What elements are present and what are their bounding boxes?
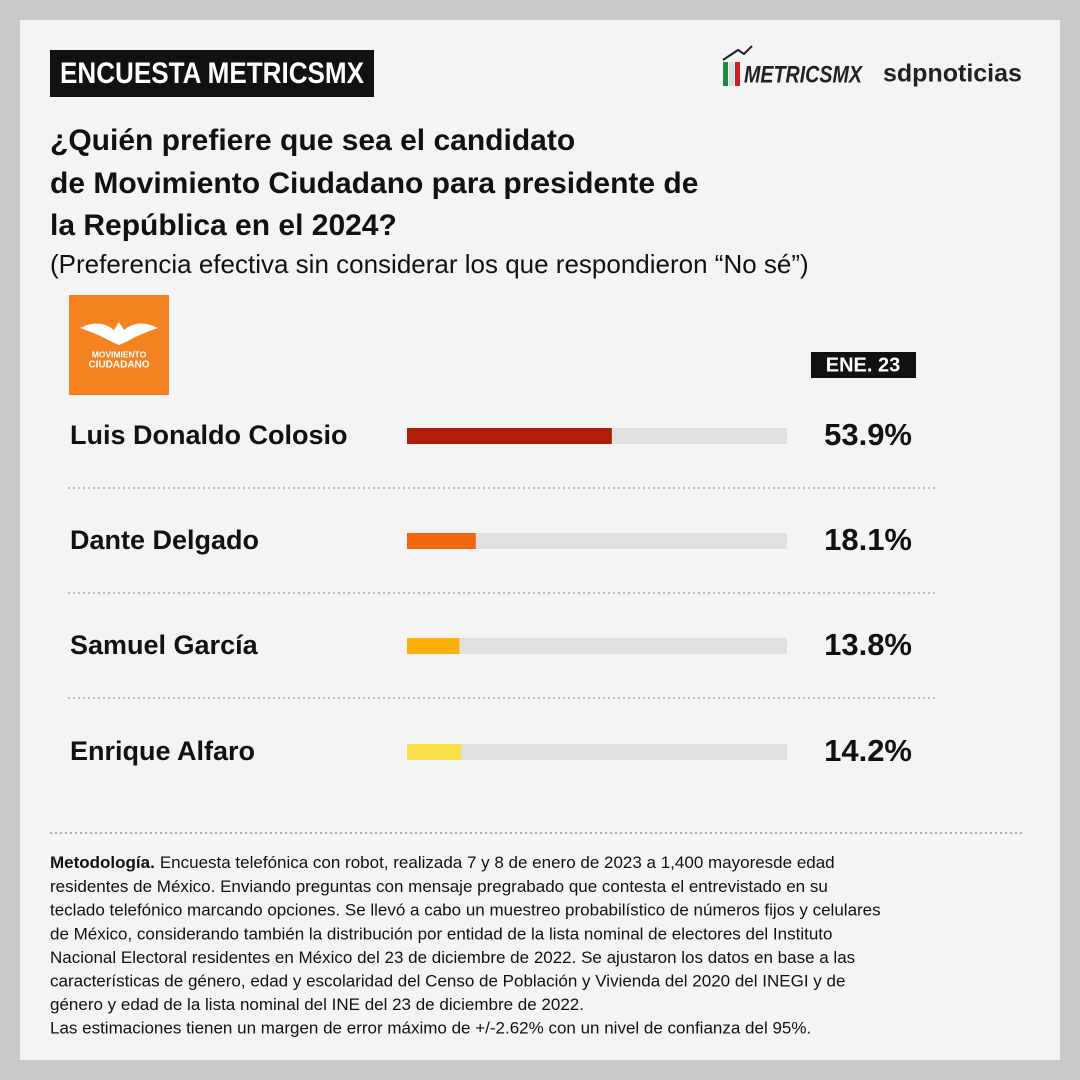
title-line: la República en el 2024? <box>50 209 397 242</box>
value-label: 13.8% <box>824 627 912 662</box>
category-label: Enrique Alfaro <box>70 736 255 766</box>
category-label: Samuel García <box>70 630 259 660</box>
value-label: 18.1% <box>824 522 912 557</box>
methodology-line: género y edad de la lista nominal del IN… <box>50 995 584 1014</box>
title-line: ¿Quién prefiere que sea el candidato <box>50 124 575 157</box>
logo-arrow <box>722 45 753 61</box>
party-logo-text: MOVIMIENTO <box>92 349 147 359</box>
bar <box>407 638 460 654</box>
chart-rows: Luis Donaldo Colosio 53.9% Dante Delgado 18… <box>68 417 936 768</box>
party-logo-eagle <box>80 322 158 345</box>
methodology: Metodología. Encuesta telefónica con robo… <box>50 853 881 1037</box>
methodology-line: Metodología. Encuesta telefónica con robo… <box>50 853 835 872</box>
methodology-line: teclado telefónico marcando opciones. Se… <box>50 901 881 920</box>
methodology-line: Las estimaciones tienen un margen de err… <box>50 1019 811 1038</box>
bar-track <box>407 744 787 760</box>
logo-stripe <box>723 62 728 86</box>
party-logo-text: CIUDADANO <box>88 360 149 371</box>
methodology-line: características de género, edad y escola… <box>50 971 845 990</box>
methodology-line: residentes de México. Enviando preguntas… <box>50 877 828 896</box>
bar-track <box>407 533 787 549</box>
bar <box>407 533 476 549</box>
logo-text: METRICSMX <box>744 61 864 88</box>
period-label: ENE. 23 <box>826 354 900 376</box>
title-line: de Movimiento Ciudadano para presidente … <box>50 167 698 200</box>
bar <box>407 428 612 444</box>
category-label: Luis Donaldo Colosio <box>70 420 348 450</box>
methodology-heading: Metodología. <box>50 853 155 872</box>
logo-stripe <box>735 62 740 86</box>
category-label: Dante Delgado <box>70 525 259 555</box>
methodology-line: de México, considerando también la distr… <box>50 924 832 943</box>
badge-bg <box>50 50 374 97</box>
methodology-text: Encuesta telefónica con robot, realizada… <box>160 853 835 872</box>
bar-track <box>407 638 787 654</box>
value-label: 14.2% <box>824 733 912 768</box>
subtitle: (Preferencia efectiva sin considerar los… <box>50 249 809 279</box>
sdp-logo: sdpnoticias <box>883 60 1022 88</box>
party-logo: MOVIMIENTO CIUDADANO <box>69 295 169 395</box>
methodology-line: Nacional Electoral residentes en México … <box>50 948 855 967</box>
metrics-logo: METRICSMX <box>722 45 864 88</box>
logo-stripe <box>729 62 734 86</box>
period-bg <box>811 352 916 378</box>
badge: ENCUESTA METRICSMX <box>60 57 364 90</box>
value-label: 53.9% <box>824 417 912 452</box>
bar <box>407 744 461 760</box>
